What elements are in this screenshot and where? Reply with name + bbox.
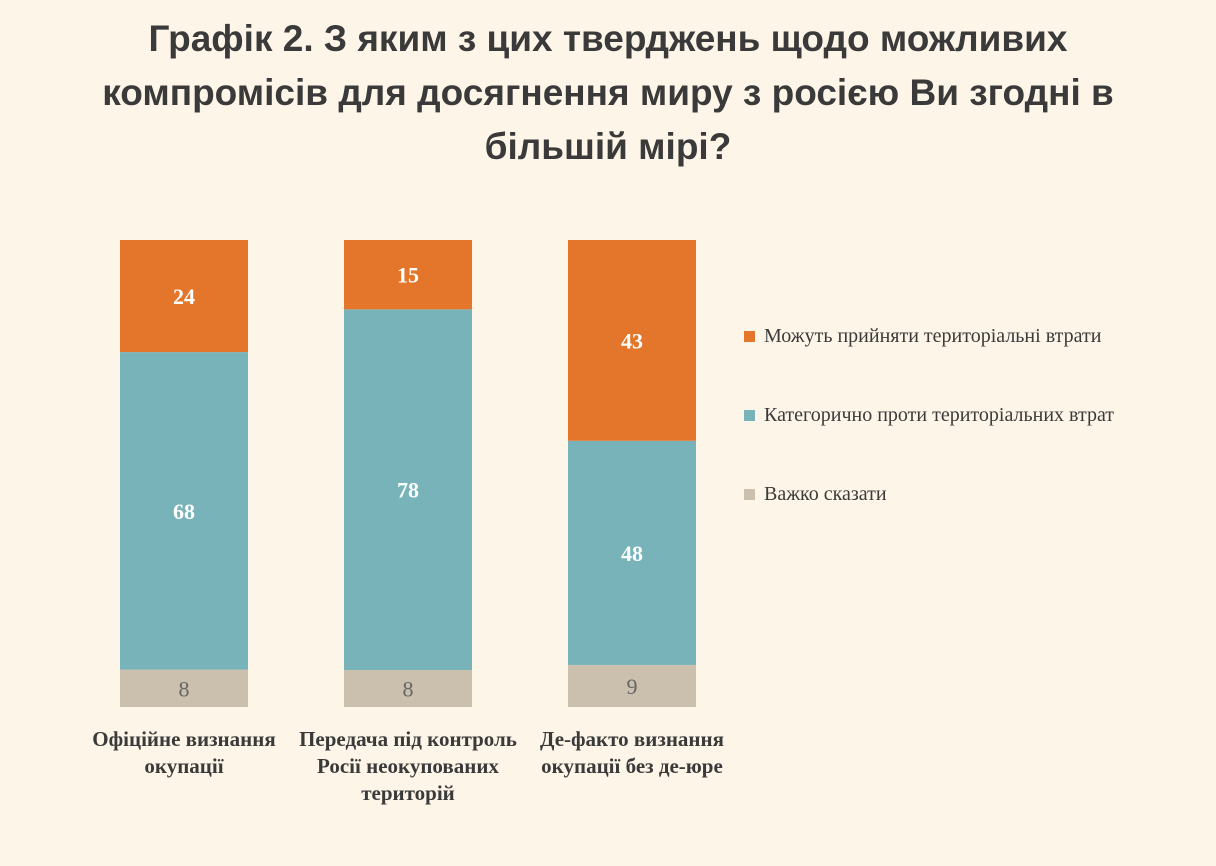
data-label: 48 [621,541,643,566]
legend: Можуть прийняти територіальні втрати Кат… [744,322,1164,559]
legend-item: Категорично проти територіальних втрат [744,401,1164,430]
legend-item: Важко сказати [744,480,1164,509]
data-label: 8 [403,677,414,702]
data-label: 43 [621,328,643,353]
bar-segment [120,669,248,707]
bar-segment [344,240,472,310]
bar-segment [568,664,696,707]
chart-title: Графік 2. З яким з цих тверджень щодо мо… [102,18,1114,167]
legend-swatch [744,489,755,500]
legend-swatch [744,410,755,421]
legend-label: Можуть прийняти територіальні втрати [764,325,1102,347]
legend-label: Категорично проти територіальних втрат [764,404,1115,426]
category-label: Де-факто визнання окупації без де-юре [540,727,724,778]
data-label: 15 [397,263,419,288]
legend-item: Можуть прийняти територіальні втрати [744,322,1164,351]
bar-segment [568,440,696,665]
bar-segment [120,352,248,670]
bar-segment [120,240,248,353]
legend-swatch [744,331,755,342]
data-label: 9 [627,674,638,699]
bar-segment [344,309,472,671]
data-label: 78 [397,478,419,503]
data-label: 68 [173,499,195,524]
data-label: 24 [173,284,195,309]
category-label: Передача під контроль Росії неокупованих… [299,727,517,805]
legend-label: Важко сказати [764,483,887,505]
category-label: Офіційне визнання окупації [92,727,276,778]
bar-segment [344,670,472,707]
bar-segment [568,240,696,441]
data-label: 8 [179,676,190,701]
